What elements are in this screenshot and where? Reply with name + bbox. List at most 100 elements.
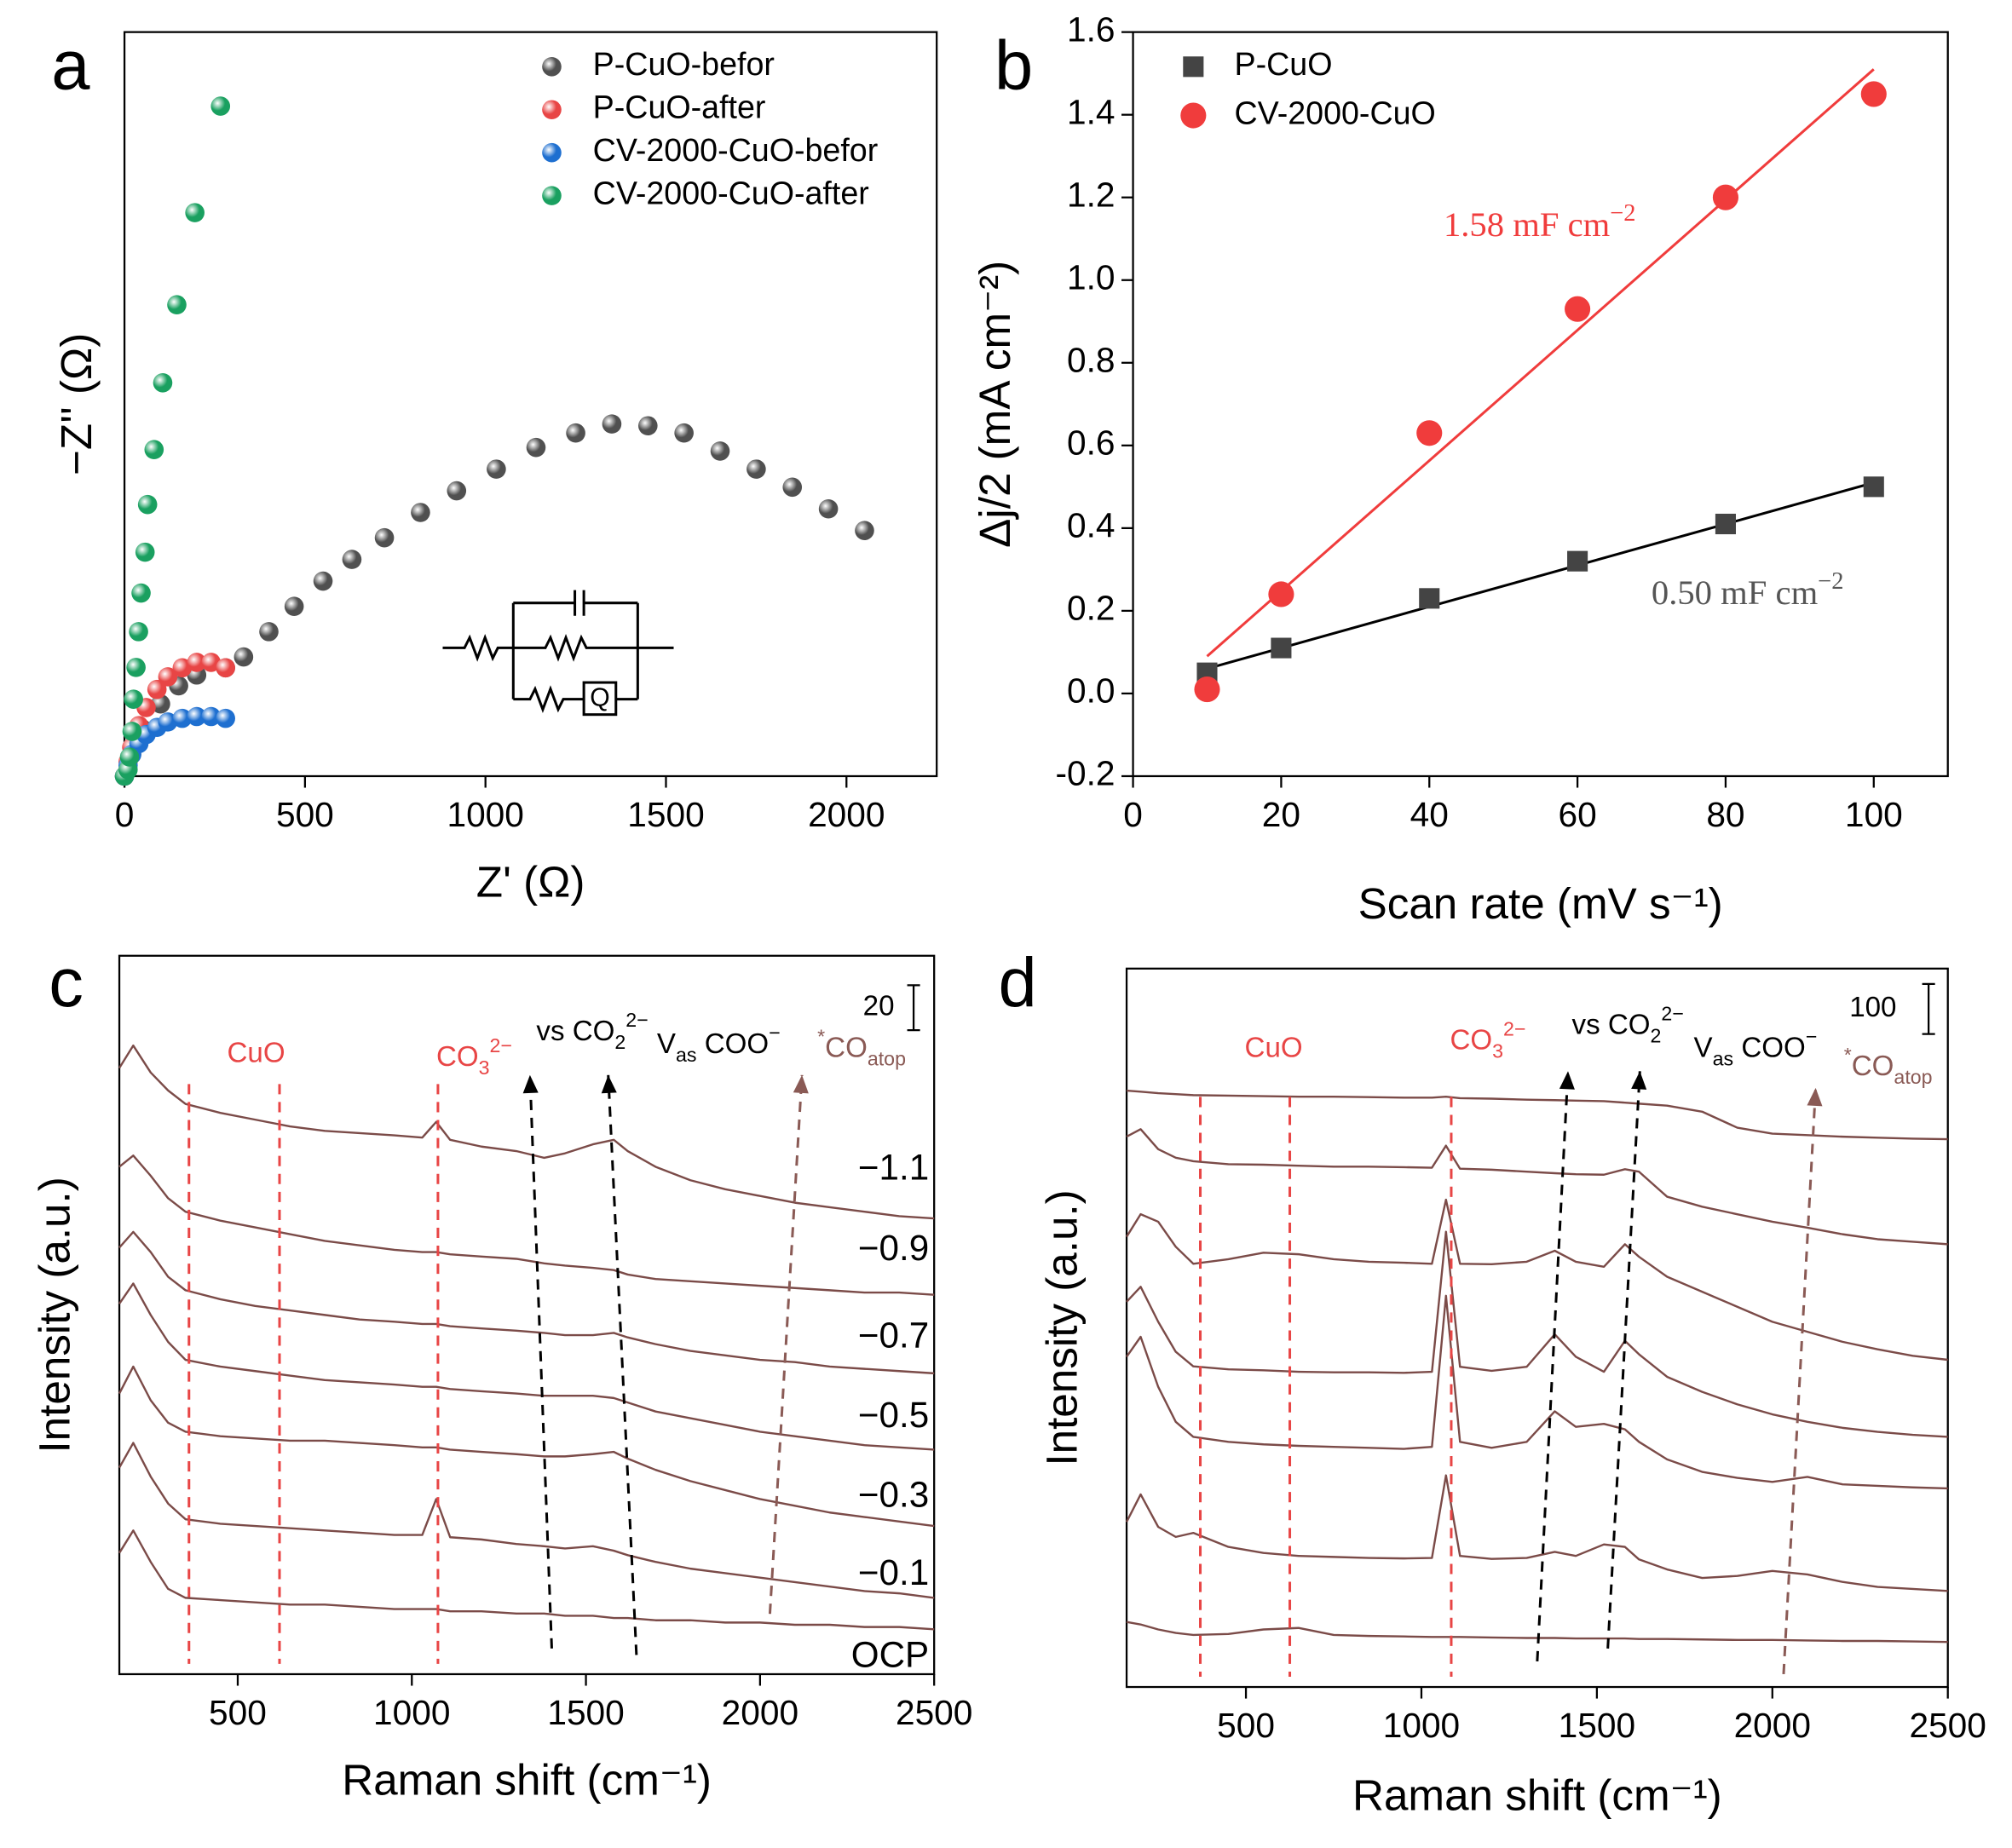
annotation: 1.58 mF cm−2	[1444, 200, 1636, 244]
y-tick-label: 0.8	[1067, 341, 1116, 380]
data-point	[313, 571, 333, 591]
data-point	[216, 658, 235, 678]
data-point	[119, 747, 140, 767]
legend-label: CV-2000-CuO-after	[593, 176, 869, 211]
arrow-shaft	[607, 1074, 638, 1655]
fit-line	[1206, 68, 1875, 658]
legend-label: CV-2000-CuO	[1235, 95, 1436, 130]
y-tick-label: 0.2	[1067, 589, 1116, 628]
data-point	[1712, 184, 1738, 210]
y-tick-label: 0.0	[1067, 671, 1116, 711]
curve-label: −1.1	[858, 1147, 929, 1187]
arrow-head	[522, 1074, 539, 1094]
legend-label: P-CuO-after	[593, 89, 766, 125]
annotation-part: COO	[697, 1028, 770, 1060]
plot-frame	[1125, 967, 1949, 1689]
data-point	[151, 694, 170, 714]
annotation-part: 0.50 mF cm	[1652, 573, 1818, 612]
curve-label: −0.9	[858, 1228, 929, 1268]
annotation-part: CO	[1852, 1051, 1894, 1082]
arrow-shaft	[1606, 1071, 1641, 1649]
data-point	[144, 440, 164, 460]
circuit-wire	[511, 602, 674, 699]
legend-label: CV-2000-CuO-befor	[593, 132, 879, 168]
annotation-part: V	[657, 1028, 676, 1060]
x-tick-label: 1500	[627, 795, 704, 834]
data-point	[1271, 637, 1292, 659]
y-axis-title: Intensity (a.u.)	[1037, 1189, 1086, 1465]
x-tick-label: 0	[1123, 795, 1143, 834]
annotation-part: V	[1694, 1032, 1713, 1063]
data-point	[122, 722, 142, 741]
x-tick-label: 1000	[1383, 1706, 1460, 1745]
spectrum-line	[118, 1365, 935, 1528]
data-point	[1416, 420, 1443, 446]
annotation: 0.50 mF cm−2	[1652, 568, 1844, 612]
arrow-head	[601, 1074, 617, 1094]
legend-label: P-CuO-befor	[593, 46, 775, 82]
panel-label: a	[51, 26, 90, 104]
data-point	[135, 542, 155, 562]
plot-frame	[118, 954, 936, 1676]
annotation-part: 1.58 mF cm	[1444, 205, 1610, 244]
circuit-cpe	[582, 681, 618, 717]
arrow-shaft	[528, 1074, 553, 1649]
scale-bar	[1922, 982, 1935, 1035]
data-point	[638, 416, 658, 436]
x-tick-label: 2500	[1909, 1706, 1986, 1745]
x-tick-label: 80	[1706, 795, 1744, 834]
spectrum-line	[118, 1154, 935, 1296]
data-point	[187, 653, 207, 672]
data-point	[566, 423, 585, 443]
data-point	[487, 459, 506, 479]
arrow-shaft	[1782, 1087, 1818, 1675]
data-point	[284, 596, 304, 617]
data-point	[1567, 550, 1588, 572]
annotation: vs CO22−	[1572, 1003, 1684, 1047]
annotation-part: 2−	[1661, 1003, 1683, 1025]
data-point	[747, 459, 766, 479]
annotation-part: vs CO	[536, 1016, 614, 1047]
arrow-head	[1807, 1087, 1823, 1107]
x-tick-label: 1500	[1559, 1706, 1635, 1745]
spectrum-line	[1126, 1198, 1948, 1362]
data-point	[167, 295, 187, 315]
data-point	[342, 550, 362, 569]
annotation-part: as	[676, 1044, 696, 1066]
data-point	[1565, 296, 1591, 322]
circuit-inset	[442, 590, 674, 717]
annotation: CuO	[1245, 1032, 1303, 1063]
data-point	[158, 667, 178, 687]
x-tick-label: 1000	[373, 1693, 450, 1732]
x-tick-label: 0	[115, 795, 135, 834]
x-tick-label: 500	[276, 795, 334, 834]
arrow-head	[1559, 1071, 1575, 1090]
data-point	[447, 481, 467, 501]
arrow-head	[793, 1074, 809, 1094]
data-point	[411, 503, 430, 522]
fit-line	[1207, 481, 1875, 671]
plot-frame	[123, 31, 938, 778]
y-axis-title: Intensity (a.u.)	[30, 1177, 78, 1453]
data-point	[147, 679, 167, 699]
annotation-part: −2	[1610, 200, 1635, 227]
annotation-part: vs CO	[1572, 1009, 1651, 1040]
data-point	[129, 622, 148, 642]
annotation: Vas COO−	[1694, 1026, 1818, 1070]
circuit-resistor	[513, 634, 638, 662]
spectrum-line	[118, 1282, 935, 1451]
data-point	[153, 372, 173, 393]
annotation-part: 3	[1492, 1040, 1503, 1062]
data-point	[1268, 581, 1294, 607]
spectrum-line	[1126, 1089, 1948, 1141]
x-axis-title: Raman shift (cm⁻¹)	[342, 1755, 712, 1804]
data-point	[710, 441, 730, 461]
annotation-part: 2−	[626, 1009, 648, 1031]
annotation-part: CO	[436, 1041, 479, 1073]
curve-label: OCP	[851, 1635, 929, 1675]
spectrum-line	[118, 1044, 935, 1220]
data-point	[818, 498, 839, 519]
y-tick-label: 1.2	[1067, 175, 1116, 214]
data-point	[1194, 676, 1220, 703]
